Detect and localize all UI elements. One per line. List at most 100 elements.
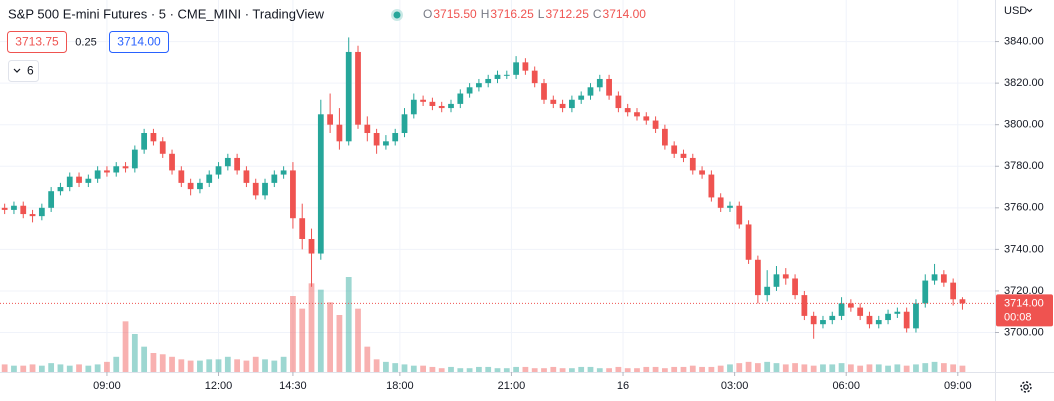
candle-body bbox=[150, 133, 157, 142]
candle-body bbox=[252, 182, 259, 196]
candle-body bbox=[197, 182, 203, 190]
volume-bar bbox=[29, 364, 36, 372]
volume-bar bbox=[364, 346, 371, 372]
bid-box[interactable] bbox=[7, 31, 67, 53]
volume-bar bbox=[903, 365, 910, 372]
candle-body bbox=[801, 295, 808, 316]
volume-bar bbox=[689, 365, 696, 372]
candle-body bbox=[931, 274, 938, 281]
candle-body bbox=[494, 74, 501, 79]
candle-body bbox=[420, 99, 426, 102]
volume-bar bbox=[57, 364, 64, 372]
volume-bar bbox=[587, 366, 594, 372]
candle-body bbox=[317, 114, 324, 254]
volume-bar bbox=[680, 366, 687, 372]
ask-price[interactable]: 3714.00 bbox=[117, 35, 161, 49]
volume-bar bbox=[810, 365, 817, 372]
volume-bar bbox=[429, 366, 436, 372]
candle-body bbox=[364, 124, 371, 134]
candle-body bbox=[894, 311, 901, 314]
ohlc-value: 3712.25 bbox=[545, 7, 589, 21]
candle-body bbox=[773, 274, 780, 287]
volume-bar bbox=[290, 296, 296, 372]
volume-bar bbox=[420, 365, 426, 372]
candle-body bbox=[429, 101, 436, 106]
candle-body bbox=[959, 299, 966, 304]
volume-bar bbox=[66, 365, 73, 372]
volume-bar bbox=[792, 363, 798, 372]
volume-bar bbox=[485, 366, 492, 372]
volume-bar bbox=[503, 368, 510, 372]
volume-bar bbox=[169, 356, 175, 372]
volume-bar bbox=[940, 363, 947, 372]
candle-body bbox=[38, 207, 45, 217]
volume-bar bbox=[94, 364, 101, 372]
ohlc-value: 3716.25 bbox=[490, 7, 534, 21]
indicator-count[interactable]: 6 bbox=[27, 64, 34, 78]
volume-bar bbox=[224, 356, 231, 372]
volume-bar bbox=[76, 364, 82, 372]
candle-body bbox=[131, 149, 138, 169]
ohlc-letter: L bbox=[538, 7, 545, 21]
candle-body bbox=[587, 87, 594, 96]
volume-bar bbox=[308, 283, 315, 372]
candle-body bbox=[1, 207, 8, 210]
volume-bar bbox=[197, 360, 203, 372]
volume-bar bbox=[159, 354, 166, 372]
spread: 0.25 bbox=[75, 36, 96, 48]
candle-body bbox=[485, 78, 492, 84]
volume-bar bbox=[820, 364, 826, 372]
candle-body bbox=[624, 108, 631, 113]
indicator-toggle[interactable] bbox=[8, 60, 39, 82]
volume-bar bbox=[782, 364, 789, 372]
volume-bar bbox=[448, 366, 454, 372]
candle-body bbox=[857, 307, 864, 316]
candle-body bbox=[122, 166, 129, 169]
volume-bar bbox=[187, 360, 194, 372]
volume-bar bbox=[671, 366, 678, 372]
last-price-label: 3714.00 bbox=[1004, 297, 1044, 309]
candle-body bbox=[94, 170, 101, 179]
candle-body bbox=[271, 174, 278, 183]
candle-body bbox=[736, 205, 743, 225]
candle-body bbox=[847, 303, 854, 308]
ohlc-value: 3714.00 bbox=[603, 7, 647, 21]
candle-body bbox=[457, 93, 464, 104]
candle-body bbox=[745, 224, 752, 260]
candle-body bbox=[336, 124, 343, 142]
candle-body bbox=[178, 170, 185, 183]
volume-bar bbox=[708, 366, 715, 372]
candle-body bbox=[410, 99, 417, 115]
volume-bar bbox=[392, 363, 399, 372]
candle-body bbox=[85, 178, 92, 183]
candle-body bbox=[187, 182, 194, 190]
volume-bar bbox=[280, 356, 287, 372]
candle-body bbox=[643, 116, 650, 121]
candle-body bbox=[113, 166, 120, 173]
currency-label[interactable]: USD bbox=[1004, 5, 1027, 17]
candle-body bbox=[903, 311, 910, 329]
candle-body bbox=[606, 78, 612, 96]
candle-body bbox=[754, 259, 761, 296]
ask-box[interactable] bbox=[109, 31, 169, 53]
volume-bar bbox=[773, 363, 780, 372]
volume-bar bbox=[336, 315, 343, 372]
settings-icon[interactable] bbox=[1020, 381, 1032, 393]
candle-body bbox=[596, 78, 603, 88]
candle-body bbox=[541, 83, 547, 100]
chevron-icon bbox=[13, 68, 21, 73]
candle-body bbox=[578, 95, 585, 100]
candle-body bbox=[922, 280, 929, 304]
candle-body bbox=[522, 62, 529, 71]
x-tick-label: 14:30 bbox=[279, 380, 307, 392]
bid-price[interactable]: 3713.75 bbox=[15, 35, 59, 49]
x-tick-label: 09:00 bbox=[944, 380, 972, 392]
candle-body bbox=[662, 128, 668, 146]
volume-bar bbox=[847, 364, 854, 372]
ohlc-legend: O 3715.50 H 3716.25 L 3712.25 C 3714.00 bbox=[423, 7, 646, 21]
volume-bar bbox=[922, 363, 929, 372]
candle-body bbox=[708, 174, 715, 198]
candle-body bbox=[652, 120, 659, 129]
volume-bar bbox=[141, 346, 148, 372]
